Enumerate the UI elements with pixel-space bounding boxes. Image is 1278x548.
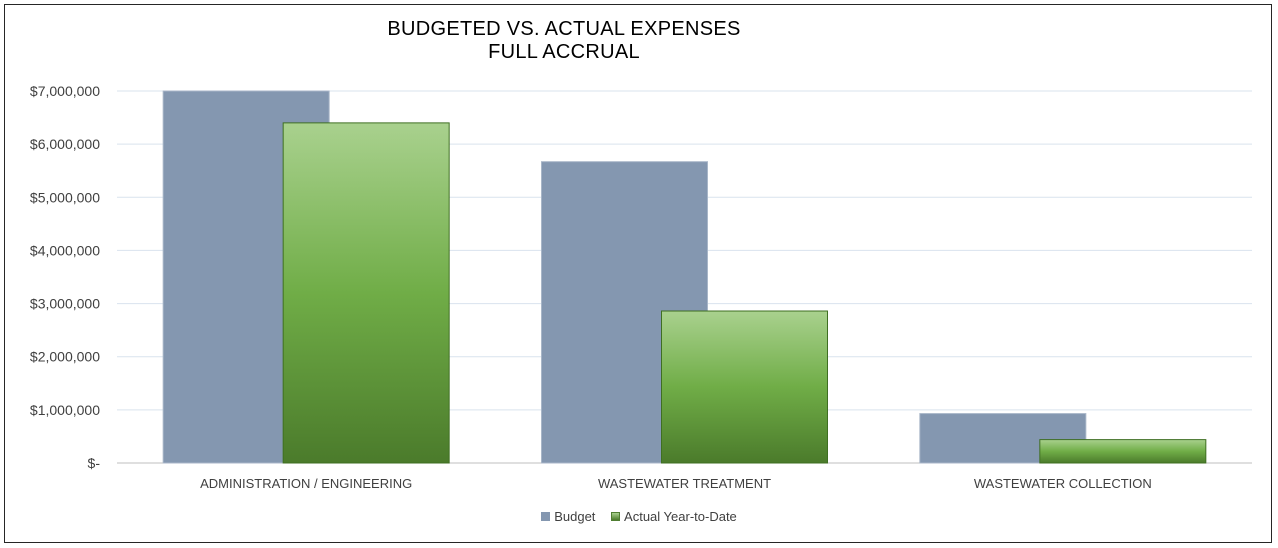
legend-item-budget: Budget (541, 509, 595, 524)
y-tick-label: $5,000,000 (30, 189, 100, 205)
chart-title-line1: BUDGETED VS. ACTUAL EXPENSES (387, 18, 741, 40)
legend-swatch-actual (611, 512, 621, 521)
y-tick-label: $7,000,000 (30, 83, 100, 99)
bar-actual-2 (1039, 439, 1207, 464)
legend: Budget Actual Year-to-Date (0, 509, 1278, 524)
y-tick-label: $6,000,000 (30, 136, 100, 152)
legend-item-actual: Actual Year-to-Date (611, 509, 737, 524)
bar-actual-0 (282, 122, 450, 464)
legend-label-actual: Actual Year-to-Date (624, 509, 737, 524)
bars (162, 90, 1207, 464)
y-tick-label: $- (88, 455, 101, 471)
legend-swatch-budget (541, 512, 551, 521)
x-category-label: WASTEWATER TREATMENT (598, 476, 771, 491)
legend-label-budget: Budget (554, 509, 596, 524)
y-tick-label: $1,000,000 (30, 402, 100, 418)
y-tick-label: $2,000,000 (30, 349, 100, 365)
y-tick-label: $3,000,000 (30, 296, 100, 312)
chart-title-line2: FULL ACCRUAL (488, 41, 640, 63)
y-tick-label: $4,000,000 (30, 242, 100, 258)
chart-title: BUDGETED VS. ACTUAL EXPENSES FULL ACCRUA… (0, 18, 1128, 64)
x-axis-labels: ADMINISTRATION / ENGINEERING WASTEWATER T… (200, 476, 1152, 491)
x-category-label: ADMINISTRATION / ENGINEERING (200, 476, 412, 491)
y-axis-ticks: $- $1,000,000 $2,000,000 $3,000,000 $4,000,0… (30, 83, 100, 471)
bar-actual-1 (661, 310, 828, 464)
x-category-label: WASTEWATER COLLECTION (974, 476, 1152, 491)
